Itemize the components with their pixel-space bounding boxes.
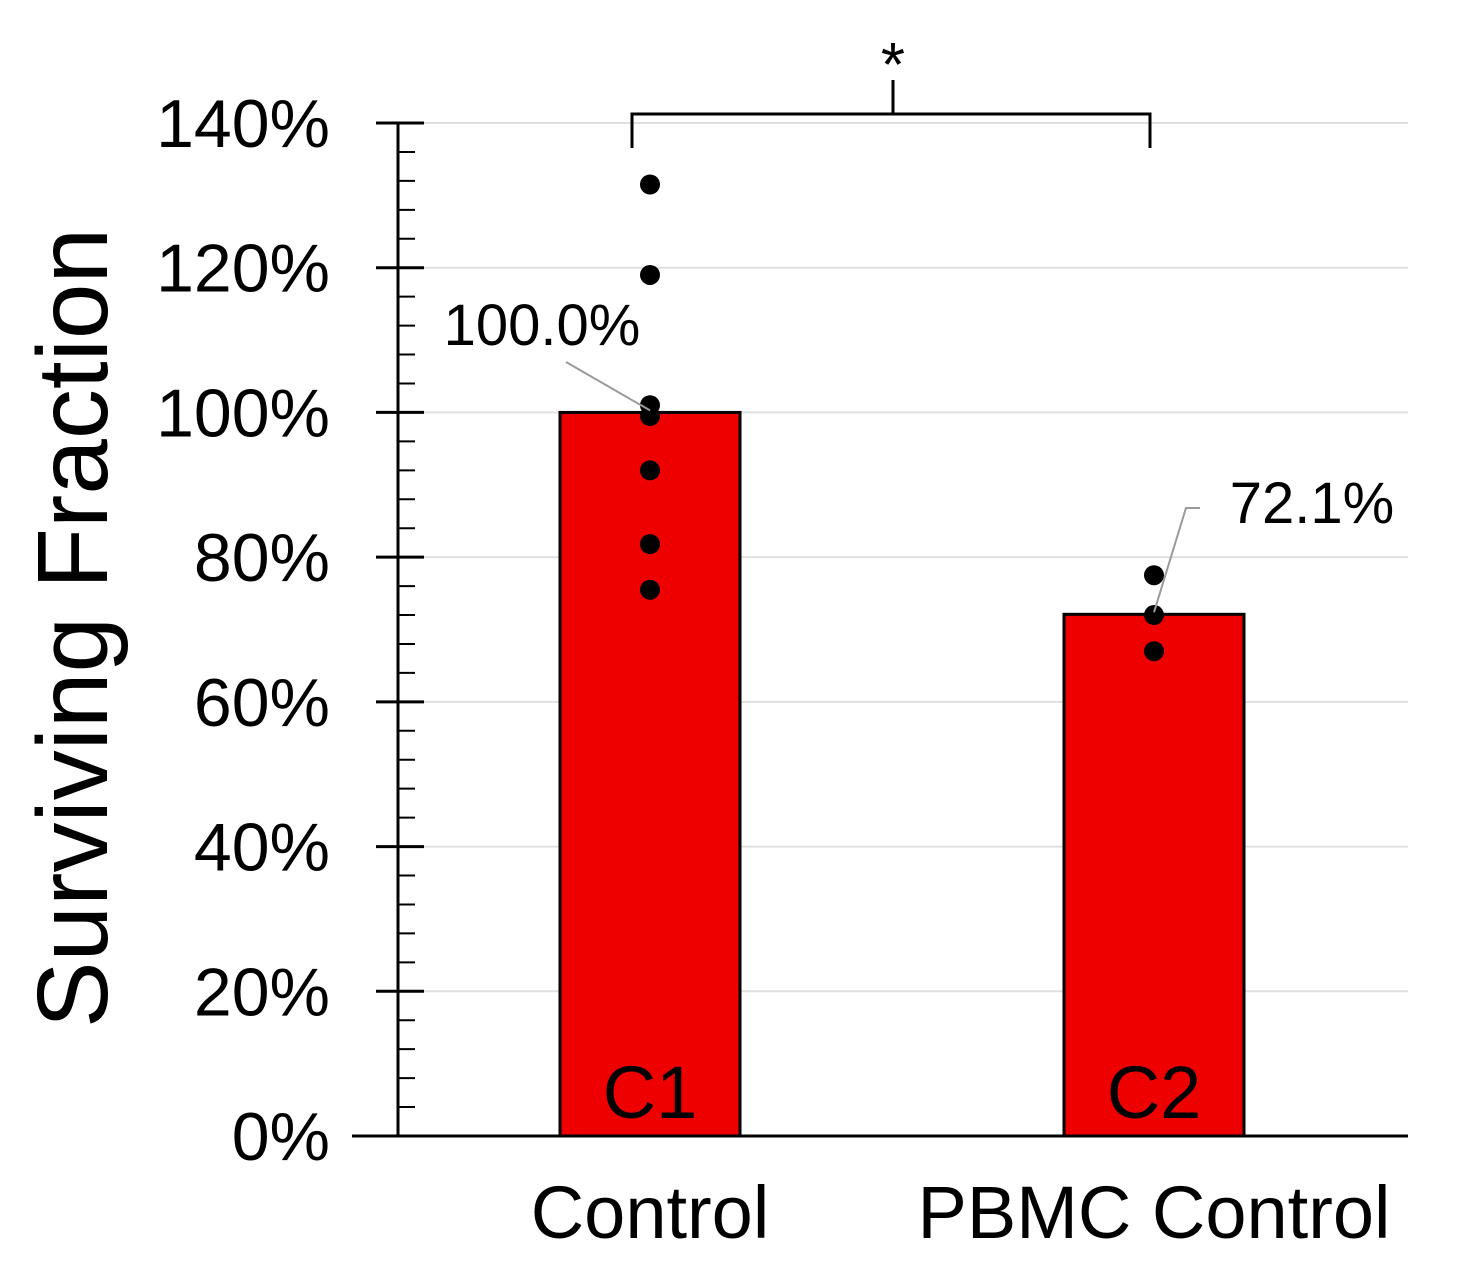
y-tick-label: 120% xyxy=(156,231,330,307)
significance-star: * xyxy=(881,31,905,100)
bar-inner-label: C2 xyxy=(1107,1051,1202,1134)
category-label: Control xyxy=(531,1171,770,1254)
y-tick-label: 100% xyxy=(156,375,330,451)
bar-1 xyxy=(558,410,742,1138)
x-axis-labels: Control PBMC Control xyxy=(531,1171,1391,1254)
bars: C1 C2 xyxy=(558,410,1246,1138)
significance-bracket: * xyxy=(630,31,1152,148)
gridlines xyxy=(398,122,1408,993)
data-points xyxy=(640,174,1164,662)
y-tick-label: 80% xyxy=(194,520,330,596)
y-tick-label: 40% xyxy=(194,810,330,886)
data-point xyxy=(640,174,660,195)
data-point xyxy=(1144,605,1164,626)
y-axis: 0% 20% 40% 60% 80% 100% 120% 140% xyxy=(156,86,1408,1175)
value-label: 100.0% xyxy=(444,293,641,358)
data-point xyxy=(640,534,660,555)
y-tick-label: 20% xyxy=(194,954,330,1030)
value-labels: 100.0% 72.1% xyxy=(444,293,1394,613)
data-point xyxy=(640,460,660,481)
data-point xyxy=(640,406,660,427)
y-axis-title: Surviving Fraction xyxy=(17,228,129,1028)
value-label: 72.1% xyxy=(1230,471,1394,536)
y-tick-label: 0% xyxy=(232,1099,330,1175)
bracket-line xyxy=(630,112,1152,148)
data-point xyxy=(1144,565,1164,586)
y-tick-label: 140% xyxy=(156,86,330,162)
leader-line xyxy=(565,361,651,412)
data-point xyxy=(640,579,660,600)
category-label: PBMC Control xyxy=(918,1171,1391,1254)
bar-inner-label: C1 xyxy=(603,1051,698,1134)
y-tick-label: 60% xyxy=(194,665,330,741)
data-point xyxy=(1144,641,1164,662)
data-point xyxy=(640,264,660,285)
leader-line xyxy=(1153,507,1200,613)
